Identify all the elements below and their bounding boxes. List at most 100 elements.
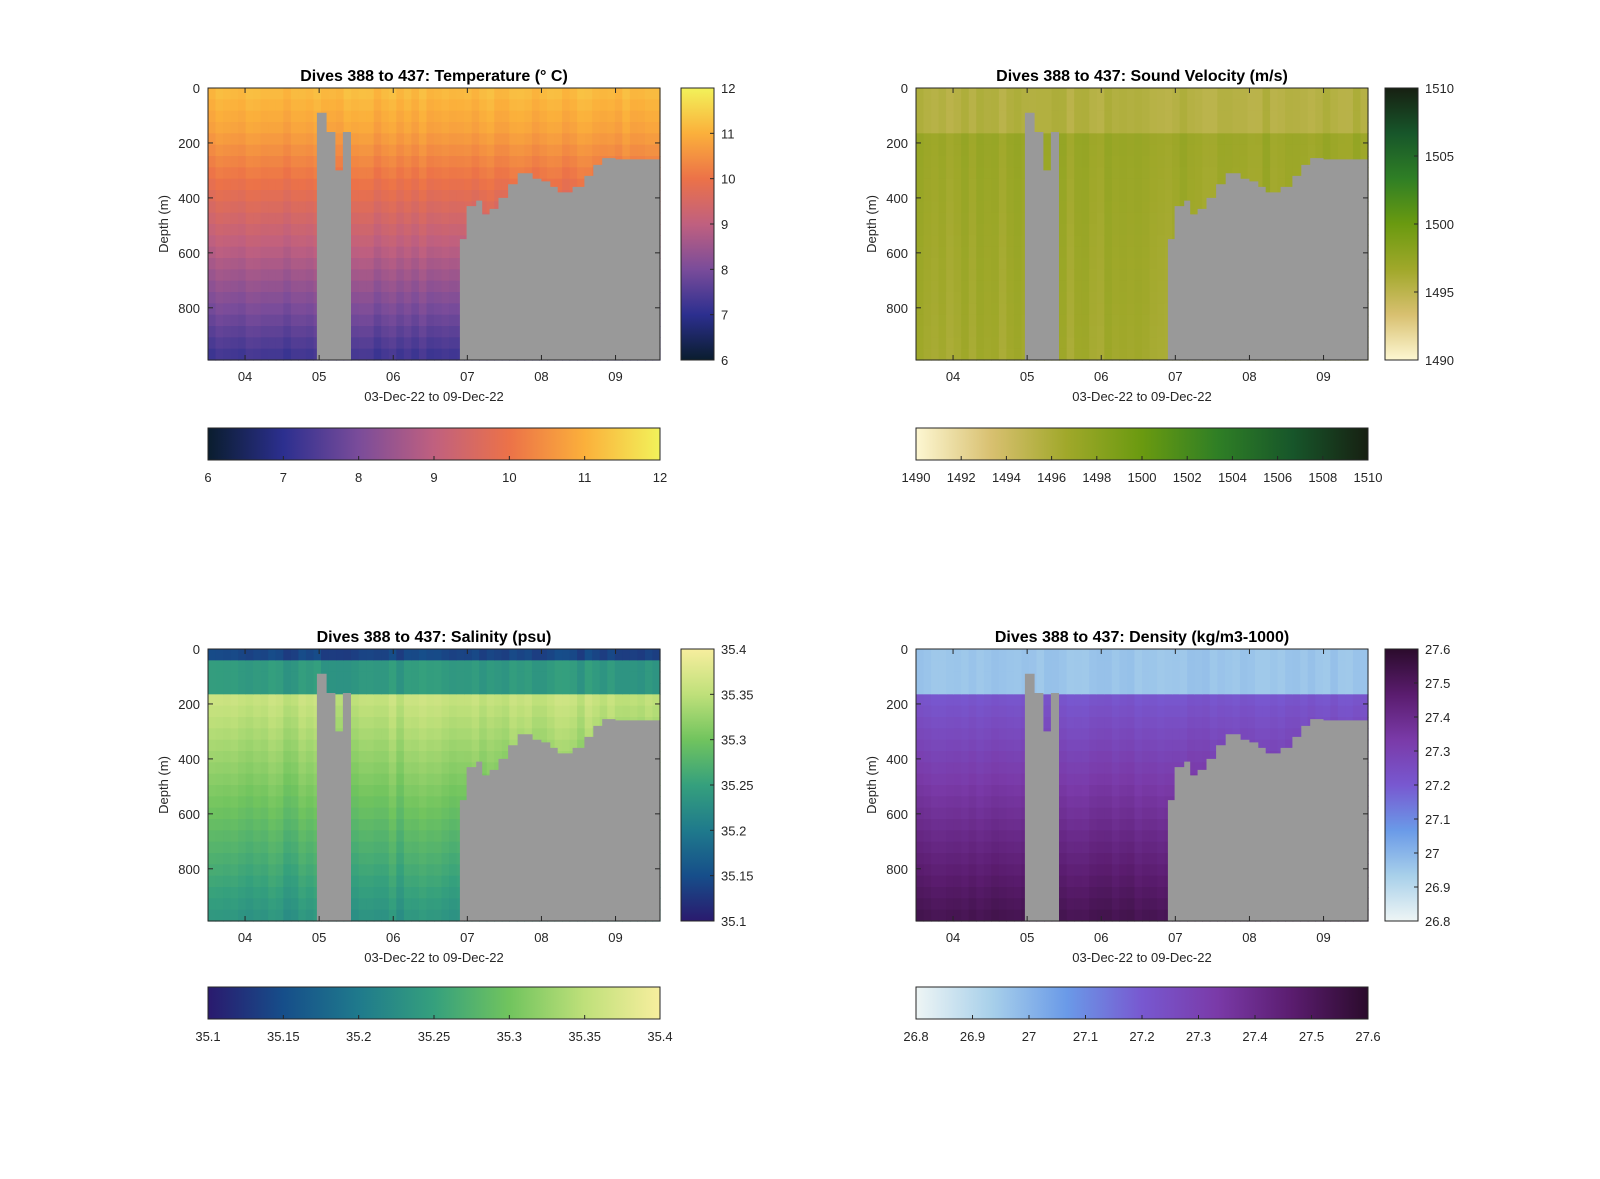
heatmap-cell [418,739,428,752]
heatmap-cell [1006,739,1015,752]
heatmap-cell [1006,269,1015,282]
heatmap-cell [1111,88,1120,100]
heatmap-cell [516,122,525,134]
heatmap-cell [916,212,925,225]
heatmap-cell [976,819,985,831]
heatmap-cell [366,807,375,820]
heatmap-cell [396,314,405,327]
heatmap-cell [562,728,571,741]
heatmap-cell [215,717,224,729]
heatmap-cell [366,887,375,899]
heatmap-cell [283,649,292,661]
heatmap-cell [230,830,239,843]
heatmap-cell [1089,212,1098,225]
heatmap-cell [305,887,315,899]
heatmap-cell [388,246,397,259]
heatmap-cell [1021,99,1030,112]
heatmap-cell [968,269,977,282]
heatmap-cell [998,819,1007,831]
y-tick-label: 600 [886,246,908,261]
heatmap-cell [1134,122,1143,134]
heatmap-cell [290,717,299,729]
colorbar-tick-label: 10 [721,172,735,187]
heatmap-cell [577,110,586,123]
heatmap-cell [983,739,992,752]
heatmap-cell [426,178,435,191]
heatmap-cell [245,728,254,741]
heatmap-cell [298,717,307,729]
heatmap-cell [208,99,217,112]
heatmap-cell [599,683,608,695]
heatmap-cell [916,887,925,899]
heatmap-cell [381,303,390,316]
heatmap-cell [1013,348,1023,361]
heatmap-cell [577,739,586,752]
heatmap-cell [1059,258,1068,270]
heatmap-cell [223,133,232,146]
heatmap-cell [396,292,405,304]
heatmap-cell [983,348,992,361]
heatmap-cell [1142,235,1151,248]
heatmap-cell [1119,337,1128,350]
heatmap-cell [1194,88,1203,100]
heatmap-cell [1111,258,1120,270]
heatmap-cell [923,303,932,316]
heatmap-cell [418,303,428,316]
heatmap-cell [434,348,443,361]
heatmap-cell [208,864,217,877]
heatmap-cell [976,190,985,202]
heatmap-cell [1345,110,1354,123]
heatmap-cell [388,201,397,214]
heatmap-cell [253,807,262,820]
heatmap-cell [923,156,932,168]
heatmap-cell [298,785,307,797]
heatmap-cell [938,875,947,888]
heatmap-cell [275,705,284,718]
heatmap-cell [215,853,224,865]
heatmap-cell [961,898,970,911]
heatmap-cell [953,841,962,854]
heatmap-cell [1066,178,1075,191]
colorbar-tick-label: 8 [721,262,728,277]
heatmap-cell [411,705,420,718]
heatmap-cell [644,683,654,695]
heatmap-cell [1126,235,1136,248]
heatmap-cell [1194,110,1203,123]
heatmap-cell [562,88,571,100]
heatmap-cell [968,660,977,673]
heatmap-cell [290,303,299,316]
heatmap-cell [260,122,269,134]
heatmap-cell [253,830,262,843]
heatmap-cell [381,326,390,338]
heatmap-cell [998,224,1007,236]
heatmap-cell [411,875,420,888]
heatmap-cell [283,785,292,797]
heatmap-cell [471,190,480,202]
heatmap-cell [1119,303,1128,316]
heatmap-cell [584,133,593,146]
heatmap-cell [976,224,985,236]
heatmap-cell [373,898,382,911]
heatmap-cell [1157,110,1166,123]
heatmap-cell [931,819,940,831]
heatmap-cell [923,751,932,763]
heatmap-cell [1337,122,1346,134]
heatmap-cell [479,201,488,214]
heatmap-cell [343,683,352,695]
seafloor-mask [459,719,660,921]
heatmap-cell [1104,235,1113,248]
heatmap-cell [441,909,450,922]
heatmap-cell [441,212,450,225]
heatmap-cell [418,751,428,763]
heatmap-cell [268,110,277,123]
heatmap-cell [373,190,382,202]
heatmap-cell [968,705,977,718]
heatmap-cell [411,110,420,123]
heatmap-cell [961,348,970,361]
heatmap-cell [411,751,420,763]
heatmap-cell [1066,224,1075,236]
heatmap-cell [1096,178,1105,191]
heatmap-cell [629,110,638,123]
heatmap-cell [351,751,360,763]
heatmap-cell [336,156,345,168]
